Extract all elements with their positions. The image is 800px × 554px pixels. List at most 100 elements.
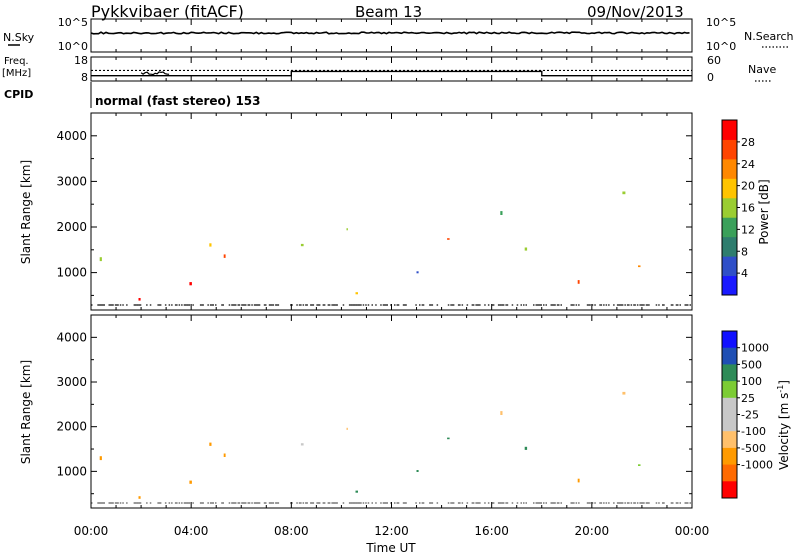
velocity-colorbar-tick-label: -100: [741, 425, 766, 438]
velocity-echo-cell: [600, 502, 603, 504]
velocity-echo-cell: [479, 502, 481, 504]
velocity-colorbar-tick-label: -25: [741, 409, 759, 422]
velocity-echo-cell: [630, 502, 633, 504]
power-echo-cell: [640, 304, 643, 306]
velocity-echo-cell: [525, 502, 527, 504]
velocity-echo-cell: [111, 502, 113, 504]
time-tick-label: 00:00: [675, 524, 710, 538]
velocity-echo-cell: [622, 391, 626, 395]
power-echo-cell: [677, 304, 679, 306]
velocity-echo-cell: [212, 502, 214, 504]
power-echo-cell: [323, 304, 326, 306]
velocity-echo-cell: [501, 502, 504, 504]
power-echo-cell: [310, 304, 312, 306]
power-echo-cell: [422, 304, 425, 306]
power-echo-cell: [560, 304, 562, 306]
power-echo-cell: [268, 304, 271, 306]
power-echo-cell: [591, 304, 594, 306]
freq-trace: [91, 70, 692, 77]
velocity-echo-cell: [184, 502, 187, 504]
power-echo-cell: [396, 304, 398, 306]
velocity-echo-cell: [367, 502, 370, 504]
power-echo-cell: [487, 304, 490, 306]
velocity-echo-cell: [353, 502, 356, 504]
velocity-echo-cell: [134, 502, 137, 504]
velocity-panel-frame: [90, 314, 693, 509]
velocity-echo-cell: [99, 502, 102, 504]
power-echo-cell: [139, 304, 142, 306]
power-echo-cell: [626, 304, 629, 306]
power-echo-cell: [484, 304, 486, 306]
velocity-echo-cell: [333, 502, 336, 504]
velocity-colorbar-swatch: [722, 331, 737, 349]
power-echo-cell: [520, 304, 522, 306]
power-echo-cell: [223, 254, 226, 258]
velocity-echo-cell: [422, 502, 425, 504]
power-echo-cell: [114, 304, 117, 306]
velocity-colorbar-swatch: [722, 397, 737, 415]
velocity-echo-cell: [97, 502, 99, 504]
velocity-echo-cell: [687, 502, 689, 504]
power-echo-layer: [91, 191, 691, 306]
velocity-echo-cell: [536, 502, 539, 504]
power-echo-cell: [491, 304, 494, 306]
velocity-echo-cell: [416, 470, 419, 472]
power-echo-cell: [296, 304, 298, 306]
velocity-echo-cell: [311, 502, 313, 504]
velocity-colorbar-tick-label: 500: [741, 358, 762, 371]
power-echo-cell: [451, 304, 454, 306]
power-echo-cell: [535, 304, 537, 306]
power-echo-cell: [641, 304, 644, 306]
velocity-echo-cell: [605, 502, 608, 504]
velocity-echo-cell: [577, 478, 580, 483]
nave-right-tick-bottom: 0: [707, 71, 714, 84]
power-echo-cell: [257, 304, 259, 306]
power-echo-cell: [187, 304, 189, 306]
power-echo-cell: [477, 304, 480, 306]
power-echo-cell: [554, 304, 556, 306]
velocity-echo-cell: [385, 502, 387, 504]
power-echo-cell: [553, 304, 555, 306]
velocity-echo-cell: [158, 502, 161, 504]
power-echo-cell: [589, 304, 591, 306]
velocity-echo-cell: [588, 502, 590, 504]
power-echo-cell: [336, 304, 338, 306]
velocity-echo-cell: [663, 502, 665, 504]
power-colorbar-swatch: [722, 178, 737, 199]
power-echo-cell: [588, 304, 590, 306]
velocity-echo-cell: [342, 502, 345, 504]
velocity-echo-cell: [689, 502, 691, 504]
freq-label: Freq.: [4, 56, 29, 67]
power-echo-cell: [643, 304, 645, 306]
power-ylabel: Slant Range [km]: [19, 160, 33, 264]
power-echo-cell: [545, 304, 547, 306]
power-echo-cell: [119, 304, 122, 306]
power-echo-cell: [618, 304, 620, 306]
velocity-echo-cell: [351, 502, 353, 504]
velocity-echo-cell: [188, 502, 191, 504]
velocity-echo-cell: [270, 502, 272, 504]
power-echo-cell: [277, 304, 280, 306]
nave-right-tick-top: 60: [707, 54, 721, 67]
velocity-echo-cell: [138, 502, 141, 504]
power-echo-cell: [232, 304, 234, 306]
power-echo-cell: [685, 304, 688, 306]
velocity-echo-cell: [375, 502, 377, 504]
power-echo-cell: [238, 304, 241, 306]
power-echo-cell: [91, 304, 93, 306]
velocity-echo-cell: [558, 502, 560, 504]
power-echo-cell: [350, 304, 352, 306]
velocity-echo-cell: [404, 502, 406, 504]
velocity-echo-cell: [554, 502, 556, 504]
velocity-echo-cell: [178, 502, 181, 504]
velocity-echo-cell: [621, 502, 624, 504]
power-echo-cell: [178, 304, 181, 306]
velocity-echo-cell: [116, 502, 118, 504]
velocity-echo-cell: [352, 502, 355, 504]
power-echo-cell: [404, 304, 406, 306]
power-echo-cell: [270, 304, 272, 306]
velocity-echo-cell: [222, 502, 224, 504]
power-echo-cell: [457, 304, 460, 306]
velocity-echo-cell: [168, 502, 171, 504]
power-echo-cell: [146, 304, 148, 306]
